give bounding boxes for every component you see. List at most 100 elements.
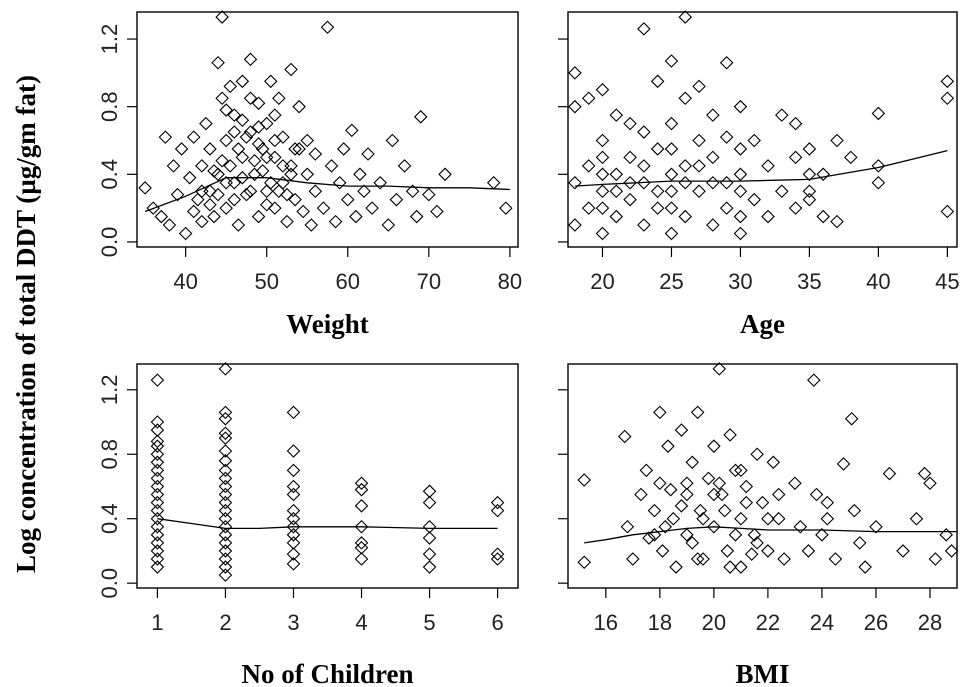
data-point-weight (203, 197, 217, 212)
data-point-age (595, 201, 610, 215)
data-point-weight (227, 175, 242, 190)
data-point-age (595, 133, 610, 148)
data-point-weight (268, 201, 282, 215)
data-point-children (218, 471, 233, 486)
data-point-weight (251, 96, 266, 111)
data-point-children (286, 528, 301, 542)
data-point-children (286, 444, 301, 458)
data-point-children (218, 405, 233, 420)
data-point-bmi (836, 457, 851, 471)
data-point-children (150, 495, 165, 510)
plot-frame-age (567, 11, 958, 248)
data-point-children (286, 536, 301, 550)
data-point-bmi (720, 544, 735, 558)
x-tick-label-children: 4 (355, 610, 367, 635)
data-point-children (150, 447, 165, 462)
data-point-weight (284, 167, 298, 182)
data-point-children (150, 552, 165, 566)
data-point-weight (259, 116, 274, 131)
data-point-age (637, 175, 651, 190)
data-point-children (150, 544, 165, 558)
data-point-children (286, 557, 301, 571)
x-tick-label-age: 40 (866, 269, 890, 294)
x-axis-label-bmi: BMI (736, 659, 790, 687)
data-point-age (733, 209, 748, 224)
data-point-age (595, 184, 610, 198)
x-tick-label-bmi: 22 (756, 610, 780, 635)
data-point-weight (300, 133, 315, 148)
data-point-weight (251, 137, 266, 151)
data-point-age (609, 209, 624, 224)
data-point-age (678, 159, 693, 173)
data-point-age (692, 184, 706, 198)
data-point-children (150, 455, 165, 470)
data-point-weight (195, 214, 209, 229)
data-point-age (733, 167, 748, 182)
data-point-weight (288, 142, 302, 156)
data-point-children (286, 479, 301, 494)
data-point-bmi (755, 495, 770, 510)
x-tick-label-bmi: 16 (594, 610, 618, 635)
data-point-weight (276, 175, 290, 190)
data-point-age (581, 91, 596, 106)
data-point-age (802, 167, 817, 182)
data-point-weight (207, 209, 221, 224)
data-point-bmi (801, 544, 816, 558)
x-tick-label-age: 20 (590, 269, 614, 294)
data-point-bmi (852, 536, 867, 550)
data-point-children (218, 511, 233, 526)
data-point-weight (340, 192, 355, 207)
data-point-children (150, 503, 165, 518)
data-point-children (286, 405, 301, 420)
x-tick-label-age: 30 (728, 269, 752, 294)
data-point-children (354, 519, 369, 534)
data-point-bmi (777, 552, 791, 566)
data-point-weight (268, 150, 282, 165)
data-point-weight (174, 142, 189, 156)
data-point-bmi (793, 519, 808, 534)
data-point-weight (251, 120, 266, 134)
data-point-weight (219, 175, 233, 190)
data-point-age (788, 201, 803, 215)
data-point-age (623, 150, 637, 165)
data-point-bmi (815, 528, 829, 542)
data-point-weight (255, 164, 270, 178)
data-point-bmi (723, 428, 737, 442)
data-point-children (218, 479, 233, 494)
data-point-bmi (626, 552, 640, 566)
data-point-weight (186, 204, 201, 219)
data-point-bmi (685, 536, 700, 550)
panel-weight: 40 50 60 70 80 0.0 0.4 0.8 1.2 Weight (97, 10, 522, 339)
data-point-weight (304, 218, 319, 232)
data-point-children (490, 495, 505, 510)
data-point-bmi (747, 528, 762, 542)
data-point-weight (227, 192, 242, 207)
data-point-age (788, 116, 803, 131)
data-point-age (650, 184, 665, 198)
data-point-age (871, 159, 886, 173)
data-point-age (844, 150, 858, 165)
data-point-bmi (674, 423, 689, 437)
data-point-weight (219, 133, 233, 148)
data-point-children (218, 503, 233, 518)
data-point-weight (316, 201, 331, 215)
data-point-children (150, 434, 165, 449)
data-point-weight (349, 209, 363, 224)
data-point-bmi (693, 503, 708, 518)
data-point-weight (320, 20, 335, 34)
data-point-bmi (828, 552, 843, 566)
data-point-age (637, 125, 651, 139)
data-point-children (150, 487, 165, 502)
data-point-weight (199, 116, 213, 131)
data-point-weight (259, 150, 274, 165)
data-point-children (354, 540, 369, 555)
data-point-weight (215, 153, 229, 168)
data-point-bmi (788, 476, 802, 491)
data-point-age (733, 99, 748, 114)
x-tick-label-bmi: 26 (864, 610, 888, 635)
data-point-age (788, 150, 803, 165)
data-point-bmi (771, 487, 786, 502)
data-point-age (940, 91, 955, 106)
data-point-age (595, 82, 610, 97)
data-point-weight (162, 218, 177, 232)
